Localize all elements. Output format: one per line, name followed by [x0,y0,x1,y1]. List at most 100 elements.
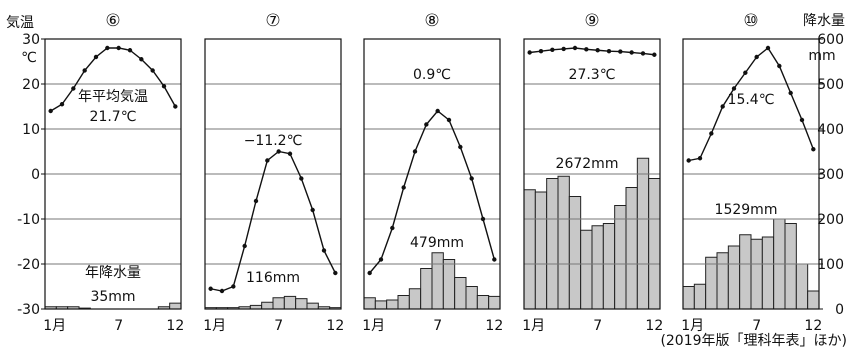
temperature-point [754,54,759,60]
temperature-point [765,45,771,51]
temperature-point [173,104,178,109]
month-label: 1月 [203,318,226,334]
temperature-point [538,48,544,54]
precip-bar [648,178,661,310]
panel-number: ⑩ [743,11,758,31]
temperature-point [720,104,725,109]
temperature-point [333,270,338,276]
temperature-point [48,108,53,114]
precip-bar [591,225,604,310]
right-axis-unit: mm [808,48,835,64]
month-label: 12 [485,318,503,334]
temperature-point [219,288,225,294]
temperature-point [231,284,236,289]
temperature-point [105,45,110,51]
temperature-point [561,46,566,52]
left-tick-label: -10 [17,212,40,228]
month-label: 7 [114,318,123,334]
precip-bar [465,286,478,310]
month-label: 12 [804,318,822,334]
temperature-point [82,68,87,73]
temperature-point [550,47,555,52]
precip-bar [454,277,467,310]
temperature-point [811,147,816,152]
panel-number: ⑨ [584,11,599,31]
precip-bar [295,298,308,310]
temperature-point [686,158,691,163]
temperature-point [208,286,213,291]
right-axis-title: 降水量 [803,13,845,29]
precip-bar [306,302,319,310]
precip-bar [397,295,410,310]
precip-bar [739,234,752,310]
temperature-point [310,207,315,213]
temperature-point [378,257,384,262]
climate-panel: ⑩ 1月 7 12 15.4℃ 1529mm [681,11,823,334]
left-tick-label: 30 [22,32,40,48]
precip-bar [614,205,627,310]
month-label: 12 [645,318,663,334]
panel-annotation: 2672mm [556,156,619,172]
left-tick-label: 0 [31,167,40,183]
precip-bar [795,263,809,310]
month-label: 7 [752,318,761,334]
panel-frame [204,38,342,310]
panel-annotation: 116mm [246,270,300,286]
temperature-point [629,50,634,55]
temperature-point [139,57,144,62]
temperature-point [265,158,270,163]
panel-annotation: −11.2℃ [244,133,303,149]
temperature-point [640,51,646,56]
temperature-point [287,151,293,156]
right-tick-label: 200 [817,212,844,228]
right-tick-label: 0 [835,302,844,318]
precip-bar [374,300,388,310]
temperature-point [116,45,121,51]
month-label: 1月 [362,318,385,334]
temperature-point [743,70,748,75]
right-tick-label: 600 [817,32,844,48]
temperature-line [688,46,814,162]
temperature-point [788,90,793,96]
precip-bar [716,252,729,310]
month-label: 1月 [681,318,704,334]
right-tick-label: 100 [817,257,844,273]
temperature-point [458,144,463,150]
left-tick-label: -20 [17,257,40,273]
temperature-point [161,84,167,89]
panel-annotation: 21.7℃ [90,109,137,125]
precip-bar [523,189,536,310]
precip-bar [283,295,297,310]
temperature-line [369,110,496,274]
panel-annotation: 1529mm [715,202,778,218]
panel-annotation: 年平均気温 [78,89,148,105]
precip-bar [420,268,433,310]
temperature-point [618,49,623,54]
left-tick-label: 20 [22,77,40,93]
precip-bar [568,196,582,310]
temperature-point [709,131,714,136]
temperature-point [276,149,281,154]
temperature-point [480,216,486,222]
precip-bar [431,252,444,310]
panel-annotation: 35mm [90,289,135,305]
climate-panel: ⑧ 1月 7 12 0.9℃ 479mm [362,11,503,334]
temperature-point [606,48,612,54]
month-label: 1月 [522,318,545,334]
precip-bar [442,259,456,310]
precip-bar [750,238,763,310]
temperature-point [446,117,452,123]
temperature-point [469,176,474,181]
precip-bar [476,295,490,310]
month-label: 7 [593,318,602,334]
temperature-point [584,47,589,52]
precip-bar [546,178,559,310]
panel-frame [363,38,501,310]
temperature-point [367,270,372,276]
temperature-line [529,47,655,56]
precip-bar [363,297,376,310]
precip-bar [169,302,182,310]
temperature-point [150,68,155,73]
precip-bar [534,191,548,310]
right-tick-label: 400 [817,122,844,138]
